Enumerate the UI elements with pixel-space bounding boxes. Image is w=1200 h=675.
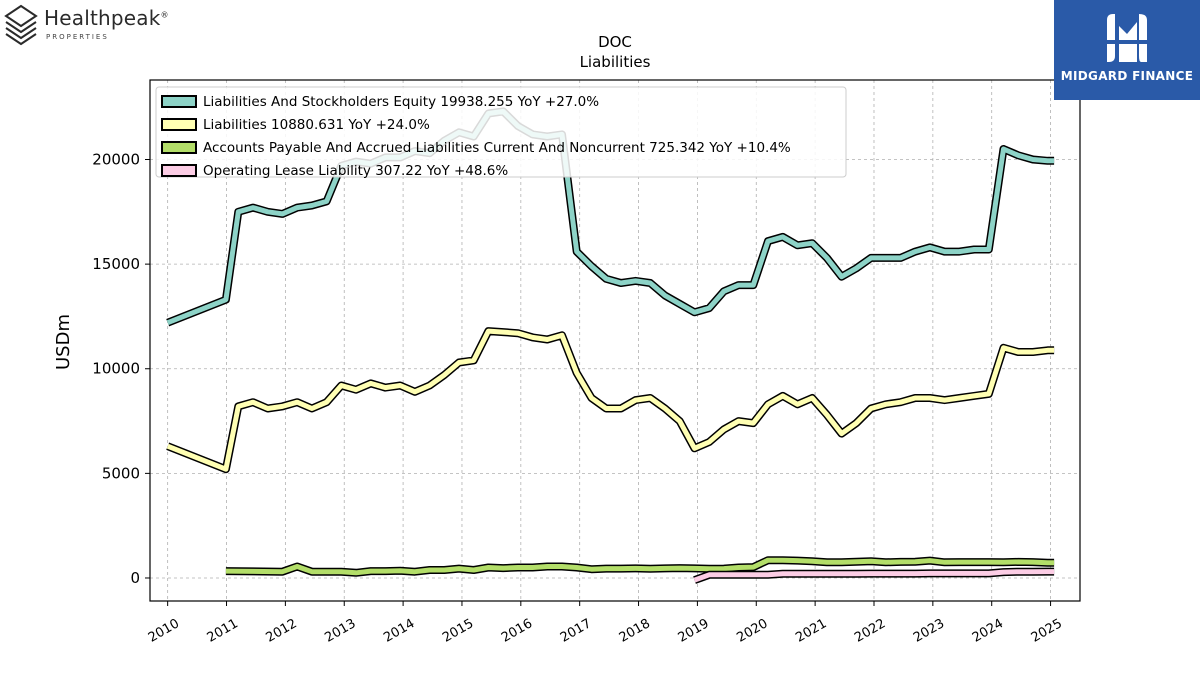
x-tick-label: 2023 [911,616,947,646]
legend-swatch-0 [161,95,197,108]
y-tick-label: 10000 [92,360,140,378]
x-tick-label: 2022 [852,616,888,646]
x-tick-label: 2015 [440,616,476,646]
y-tick-label: 20000 [92,151,140,169]
series-2 [225,556,1055,577]
legend-box [155,86,847,178]
y-axis-label: USDm [53,314,74,370]
x-tick-label: 2018 [617,616,653,646]
series-lines [166,107,1055,584]
y-tick-label: 15000 [92,255,140,273]
healthpeak-stack-icon [4,4,38,46]
x-tick-label: 2025 [1029,616,1065,646]
y-tick-label: 0 [130,569,140,587]
legend-label-3: Operating Lease Liability 307.22 YoY +48… [203,163,508,179]
legend-swatch-3 [161,164,197,177]
x-tick-label: 2016 [499,616,535,646]
x-tick-label: 2010 [146,616,182,646]
x-tick-label: 2019 [676,616,712,646]
chart-subtitle: Liabilities [580,53,651,71]
series-line [225,557,1055,576]
plot-frame [149,79,1081,602]
series-3 [693,567,1055,584]
legend-swatch-2 [161,141,197,154]
y-tick-label: 5000 [102,464,140,482]
x-tick-label: 2021 [793,616,829,646]
legend-label-2: Accounts Payable And Accrued Liabilities… [203,140,791,156]
chart-title: DOC [598,33,632,51]
legend: Liabilities And Stockholders Equity 1993… [155,86,847,179]
series-1 [166,327,1055,474]
midgard-logo: MIDGARD FINANCE [1054,0,1200,100]
x-tick-label: 2014 [381,616,417,646]
legend-swatch-1 [161,118,197,131]
x-tick-label: 2020 [734,616,770,646]
healthpeak-logo: Healthpeak® PROPERTIES [4,4,174,48]
healthpeak-wordmark: Healthpeak® [44,6,169,30]
legend-label-0: Liabilities And Stockholders Equity 1993… [203,94,599,110]
x-tick-label: 2017 [558,616,594,646]
midgard-wordmark: MIDGARD FINANCE [1060,69,1194,83]
healthpeak-subtitle: PROPERTIES [46,33,109,41]
midgard-m-icon [1105,14,1149,62]
series-line [166,328,1055,472]
x-tick-label: 2024 [970,616,1006,646]
legend-label-1: Liabilities 10880.631 YoY +24.0% [203,117,430,133]
x-tick-label: 2011 [205,616,241,646]
x-tick-label: 2013 [322,616,358,646]
x-tick-label: 2012 [264,616,300,646]
series-line [693,569,1055,583]
